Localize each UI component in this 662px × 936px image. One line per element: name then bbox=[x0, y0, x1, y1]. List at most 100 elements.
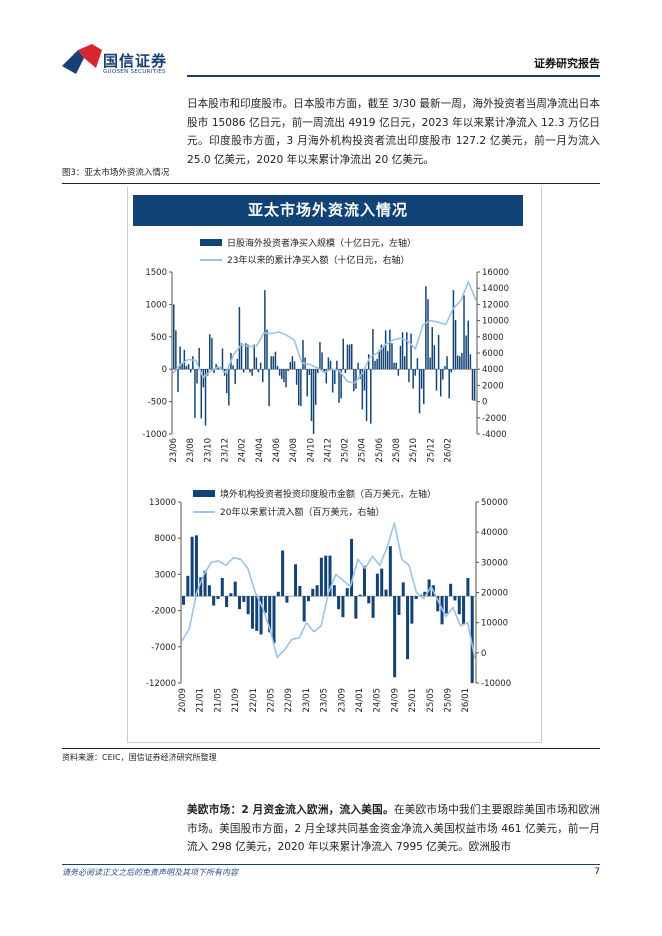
chart1-bar bbox=[384, 330, 387, 370]
chart1-x-tick-label: 24/04 bbox=[255, 438, 265, 463]
chart1-bar bbox=[196, 369, 198, 384]
chart2-bar bbox=[337, 596, 341, 610]
chart1-bar bbox=[270, 356, 272, 370]
chart2-x-tick-label: 21/09 bbox=[231, 688, 241, 713]
chart2-x-tick-label: 22/05 bbox=[267, 688, 277, 713]
chart1-bar bbox=[408, 369, 410, 383]
chart1-bar bbox=[278, 369, 281, 376]
chart2-bar bbox=[328, 555, 332, 597]
chart2-bar bbox=[207, 585, 211, 597]
chart1-bar bbox=[378, 349, 381, 370]
chart2-bar bbox=[276, 591, 280, 597]
chart1-bar bbox=[300, 369, 302, 407]
chart2-bar bbox=[362, 565, 366, 597]
chart2-bar bbox=[371, 596, 375, 618]
chart1-x-tick-label: 25/02 bbox=[341, 438, 351, 463]
chart2-bar bbox=[194, 535, 198, 597]
chart1-bar bbox=[302, 340, 304, 370]
chart1-bar bbox=[363, 369, 366, 391]
chart2-bar bbox=[466, 578, 470, 597]
chart1-bar bbox=[334, 369, 336, 385]
bar-swatch bbox=[193, 490, 215, 497]
chart2-bar bbox=[345, 588, 349, 597]
chart2-bar bbox=[216, 596, 220, 600]
chart1-bar bbox=[251, 369, 253, 376]
chart1-bar bbox=[312, 369, 315, 434]
chart2-legend-bar: 境外机构投资者投资印度股市金额（百万美元，左轴） bbox=[193, 487, 436, 500]
section-lead: 美欧市场：2 月资金流入欧洲，流入美国。 bbox=[187, 804, 394, 816]
chart2-bar bbox=[354, 596, 358, 619]
chart1-bar bbox=[213, 369, 215, 374]
legend-label: 23年以来的累计净买入额（十亿日元，右轴） bbox=[227, 256, 410, 266]
chart2-bar bbox=[255, 596, 259, 631]
guosen-logo-icon bbox=[62, 44, 102, 74]
chart1-bar bbox=[266, 329, 268, 370]
chart1-x-tick-label: 25/08 bbox=[392, 438, 402, 463]
chart2-bar bbox=[311, 588, 315, 597]
chart1-right-tick-label: 2000 bbox=[482, 381, 504, 391]
chart2-bar bbox=[393, 596, 397, 678]
chart2-bar bbox=[242, 596, 246, 602]
chart1-legend-line: 23年以来的累计净买入额（十亿日元，右轴） bbox=[200, 253, 409, 266]
chart1-bar bbox=[293, 361, 296, 370]
chart1-bar bbox=[259, 362, 262, 370]
chart1-bar bbox=[287, 369, 289, 372]
chart2-bar bbox=[212, 596, 216, 606]
chart1-bar bbox=[238, 306, 241, 370]
chart2-bar bbox=[238, 596, 242, 610]
chart1-bar bbox=[380, 344, 383, 370]
chart1-bar bbox=[331, 369, 334, 393]
chart1-bar bbox=[329, 360, 332, 370]
chart1-bar bbox=[185, 365, 188, 370]
chart1-bar bbox=[461, 353, 463, 370]
chart1-right-tick-label: 10000 bbox=[482, 317, 509, 327]
chart1-bar bbox=[459, 356, 461, 370]
chart2-bar bbox=[246, 596, 250, 615]
chart2-bar bbox=[199, 577, 203, 597]
chart2-bar bbox=[410, 596, 414, 624]
chart1-right-tick-label: 4000 bbox=[482, 365, 504, 375]
chart2-bar bbox=[380, 568, 384, 597]
chart1-bar bbox=[431, 327, 433, 370]
chart1-bar bbox=[253, 344, 256, 370]
chart1-bar bbox=[437, 334, 440, 370]
chart1-bar bbox=[187, 364, 190, 370]
chart2-bar bbox=[306, 596, 310, 602]
chart1-bar bbox=[435, 369, 438, 391]
chart1-bar bbox=[228, 369, 230, 406]
chart2-x-tick-label: 21/05 bbox=[213, 688, 223, 713]
chart2-bar bbox=[250, 596, 254, 629]
chart1-bar bbox=[181, 362, 183, 370]
chart2-bar bbox=[281, 550, 285, 597]
chart1-bar bbox=[342, 338, 344, 370]
chart2-bar bbox=[319, 557, 323, 597]
chart1-bar bbox=[338, 369, 340, 403]
chart1-bar bbox=[242, 369, 245, 373]
chart2-right-tick-label: 30000 bbox=[481, 558, 508, 568]
chart1-bar bbox=[450, 369, 453, 373]
chart2-bar bbox=[263, 596, 267, 613]
chart1-bar bbox=[211, 338, 213, 370]
chart1-bar bbox=[215, 364, 217, 370]
chart1-bar bbox=[194, 369, 196, 418]
chart1-bar bbox=[225, 369, 228, 394]
chart1-bar bbox=[412, 369, 414, 389]
chart1-bar bbox=[317, 369, 319, 374]
chart2-bar bbox=[436, 596, 440, 612]
chart2-x-tick-label: 22/09 bbox=[284, 688, 294, 713]
chart1-bar bbox=[306, 369, 308, 397]
chart1-left-tick-label: 1500 bbox=[145, 268, 167, 278]
chart1-bar bbox=[327, 357, 330, 370]
footer-divider bbox=[62, 864, 600, 865]
chart1-bar bbox=[414, 369, 417, 376]
chart2-bar bbox=[427, 579, 431, 597]
chart1-bar bbox=[361, 369, 364, 410]
chart1-bar bbox=[433, 345, 436, 370]
chart1-bar bbox=[283, 369, 285, 383]
chart2-bar bbox=[268, 596, 272, 633]
chart1-bar bbox=[325, 369, 328, 384]
chart1-bar bbox=[272, 356, 275, 370]
chart2-bar bbox=[182, 596, 186, 605]
chart1-right-tick-label: -2000 bbox=[482, 414, 507, 424]
chart1-bar bbox=[387, 351, 389, 370]
